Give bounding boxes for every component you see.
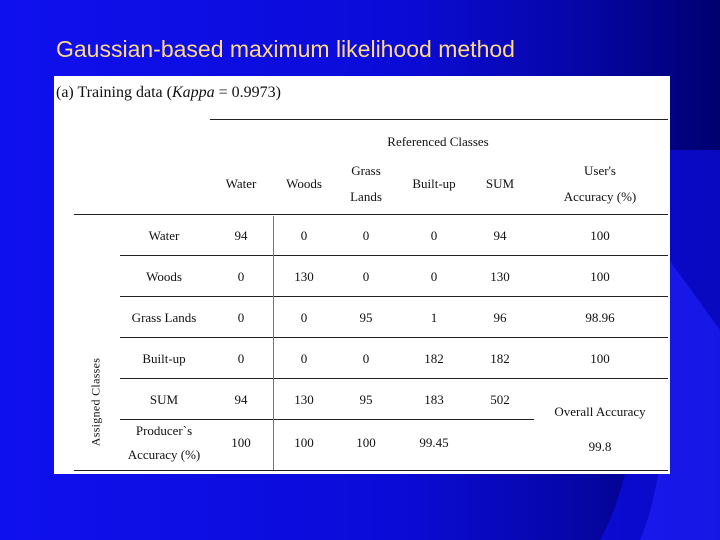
table-cell: 94 [493, 228, 507, 243]
table-cell: 95 [359, 310, 373, 325]
rule-sum-row [120, 419, 534, 420]
caption-prefix: (a) Training data ( [56, 84, 172, 101]
rule-row-4 [120, 378, 668, 379]
table-cell: 100 [231, 435, 251, 450]
row-label-water: Water [148, 228, 180, 243]
table-cell: 130 [294, 392, 314, 407]
table-cell: 0 [237, 351, 245, 366]
column-header-woods: Woods [286, 176, 322, 191]
table-cell: 0 [430, 228, 438, 243]
rule-row-3 [120, 337, 668, 338]
column-header-sum: SUM [485, 176, 515, 191]
rule-header-bottom [74, 214, 668, 215]
rule-row-2 [120, 296, 668, 297]
row-label-woods: Woods [146, 269, 182, 284]
row-label-grass-lands: Grass Lands [131, 310, 197, 325]
table-cell: 100 [294, 435, 314, 450]
table-cell: 100 [590, 228, 610, 243]
table-cell: 96 [493, 310, 507, 325]
caption-kappa: Kappa [171, 84, 215, 101]
assigned-classes-label: Assigned Classes [88, 357, 103, 447]
table-cell: 95 [359, 392, 373, 407]
table-cell: 1 [430, 310, 438, 325]
divider-sum-col [273, 216, 274, 470]
table-cell: 98.96 [585, 310, 615, 325]
column-header-built-up: Built-up [412, 176, 456, 191]
table-cell: 0 [362, 269, 370, 284]
table-cell: 182 [424, 351, 444, 366]
table-cell: 183 [424, 392, 444, 407]
column-header-users: User's [584, 163, 616, 178]
rule-bottom [74, 470, 668, 471]
overall-accuracy-value: 99.8 [588, 439, 612, 454]
table-cell: 100 [590, 351, 610, 366]
table-cell: 0 [300, 351, 308, 366]
row-label-producers: Producer`s [135, 423, 193, 438]
table-cell: 130 [490, 269, 510, 284]
referenced-classes-header: Referenced Classes [387, 134, 489, 149]
rule-row-1 [120, 255, 668, 256]
column-header-grass: Grass [351, 163, 381, 178]
row-label-producers-accuracy: Accuracy (%) [127, 447, 201, 462]
table-cell: 0 [300, 310, 308, 325]
table-cell: 0 [300, 228, 308, 243]
table-cell: 94 [234, 228, 248, 243]
table-cell: 182 [490, 351, 510, 366]
column-header-water: Water [225, 176, 257, 191]
table-cell: 0 [237, 310, 245, 325]
table-cell: 0 [430, 269, 438, 284]
rule-top [210, 119, 668, 120]
slide-title: Gaussian-based maximum likelihood method [56, 36, 515, 62]
table-cell: 0 [237, 269, 245, 284]
caption-suffix: = 0.9973) [214, 84, 282, 101]
table-cell: 100 [590, 269, 610, 284]
table-figure: (a) Training data (Kappa = 0.9973) Refer… [54, 76, 670, 474]
table-cell: 0 [362, 228, 370, 243]
table-cell: 502 [490, 392, 510, 407]
table-cell: 130 [294, 269, 314, 284]
table-caption: (a) Training data (Kappa = 0.9973) [56, 84, 281, 102]
table-cell: 94 [234, 392, 248, 407]
table-cell: 0 [362, 351, 370, 366]
column-header-lands: Lands [350, 189, 382, 204]
row-label-built-up: Built-up [142, 351, 186, 366]
column-header-accuracy: Accuracy (%) [563, 189, 637, 204]
overall-accuracy-label: Overall Accuracy [554, 404, 646, 419]
table-cell: 99.45 [419, 435, 449, 450]
row-label-sum: SUM [149, 392, 179, 407]
table-cell: 100 [356, 435, 376, 450]
